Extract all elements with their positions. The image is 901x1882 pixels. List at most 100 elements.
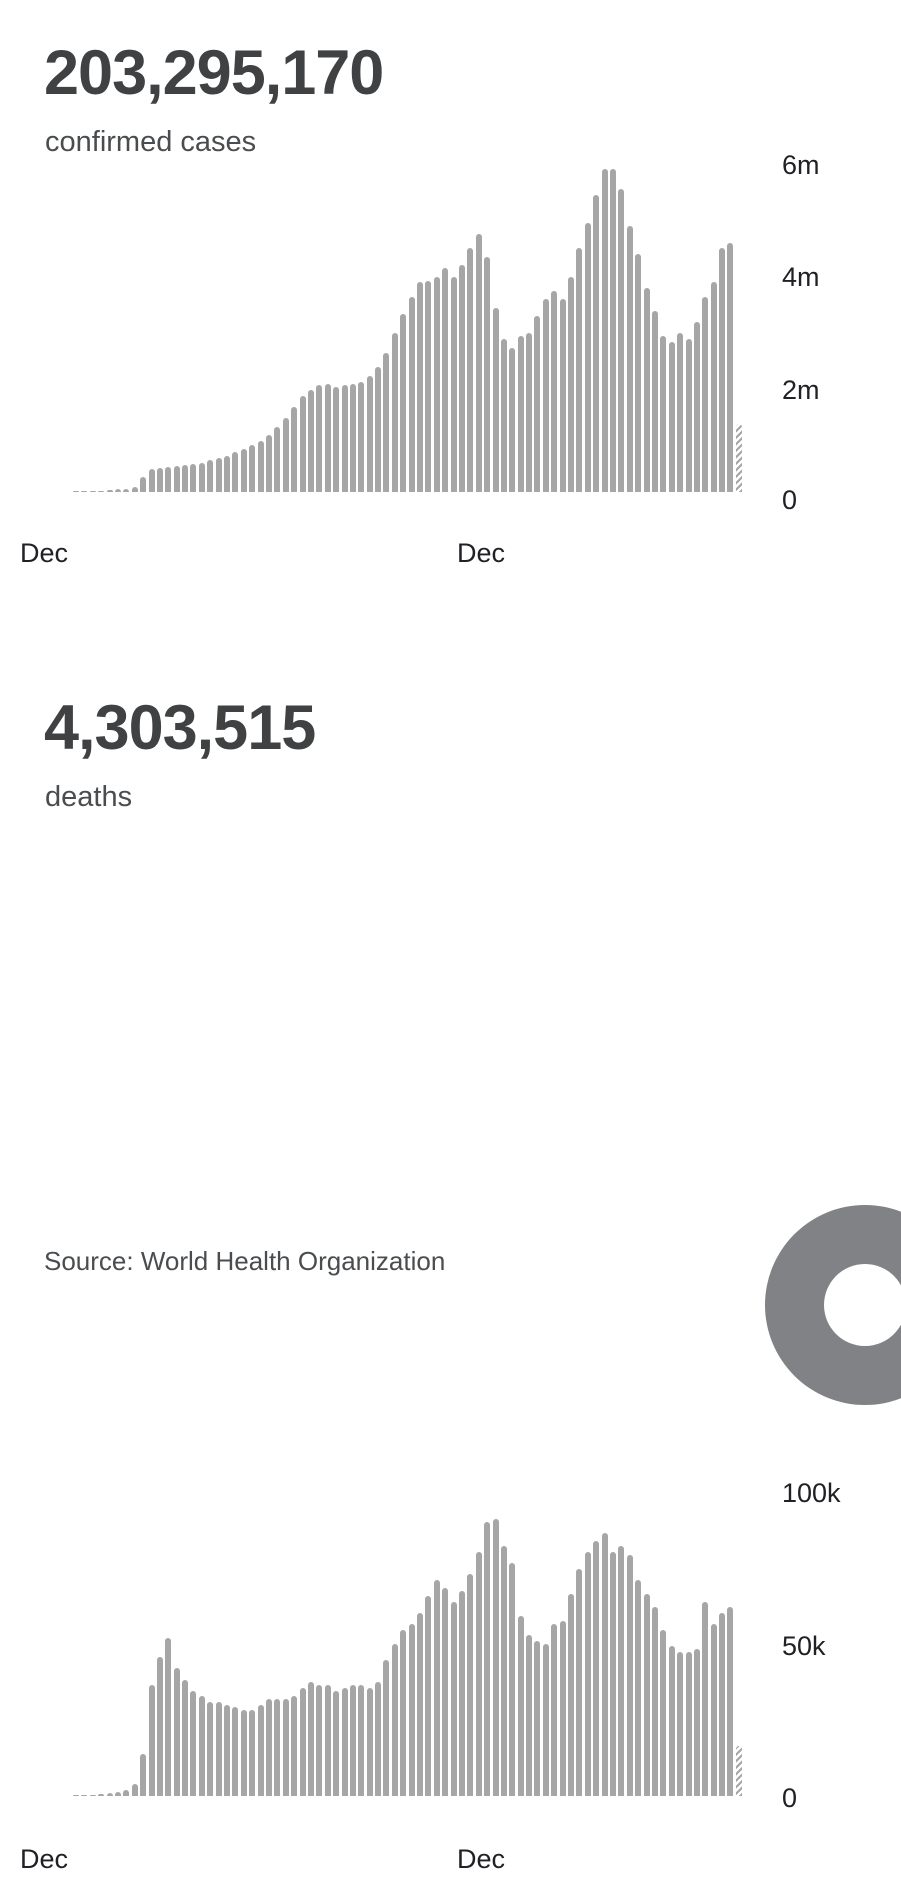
chart-bar [173,1668,180,1796]
chart-bar [316,1685,323,1796]
chart-bar [307,1682,314,1796]
chart-bar [492,1518,499,1796]
chart-bar [526,1635,533,1796]
chart-bar [408,296,415,492]
chart-bar [643,288,650,492]
chart-bar [467,248,474,492]
confirmed-cases-label: confirmed cases [45,126,257,158]
chart-bar [635,254,642,492]
chart-bar [140,1754,147,1796]
chart-bar [417,1613,424,1796]
chart-bar [265,1698,272,1796]
chart-bar [568,276,575,492]
chart-bar [224,455,231,492]
chart-bar [534,316,541,492]
chart-bar [559,299,566,492]
chart-bar [282,1698,289,1796]
chart-bar [551,290,558,492]
chart-bar [89,491,96,492]
x-tick-dec-right: Dec [457,538,506,568]
chart-bar [156,467,163,492]
source-attribution: Source: World Health Organization [44,1246,446,1276]
confirmed-cases-x-axis: Dec Dec [0,540,901,576]
chart-bar [735,1746,742,1796]
chart-bar [358,1685,365,1796]
chart-bar [391,333,398,492]
chart-bar [190,1690,197,1796]
chart-bar [349,384,356,492]
chart-bar [173,465,180,492]
chart-bar [73,1795,79,1796]
chart-bar [131,1784,138,1796]
chart-bar [610,1552,616,1796]
chart-bar [299,1687,306,1796]
progress-ring-hole [824,1264,901,1346]
chart-bar [442,268,449,492]
chart-bar [551,1624,558,1796]
chart-bar [526,333,533,492]
chart-bar [81,1795,88,1796]
chart-bar [660,1629,667,1796]
chart-bar [484,1521,491,1796]
chart-bar [685,339,692,492]
chart-bar [509,347,516,492]
chart-bar [450,276,457,492]
chart-bar [542,299,549,492]
chart-bar [182,1679,189,1796]
chart-bar [114,1791,121,1796]
chart-bar [710,282,717,492]
chart-bar [433,1579,440,1796]
chart-bar [148,1685,155,1796]
deaths-label: deaths [45,781,133,813]
chart-bar [106,1792,113,1796]
chart-bar [660,336,667,492]
chart-bar [702,296,709,492]
chart-bar [257,441,264,492]
chart-bar [249,1710,256,1796]
chart-bar [198,462,205,492]
chart-bar [114,489,121,492]
chart-bar [215,1701,222,1796]
chart-bar [383,353,390,492]
chart-bar [224,1704,231,1796]
chart-bar [484,256,491,492]
chart-bar [148,469,155,492]
chart-bar [391,1643,398,1796]
chart-bar [165,466,172,492]
chart-bar [458,265,465,492]
chart-bar [433,276,440,492]
chart-bar [215,458,222,492]
confirmed-cases-bars [73,152,743,492]
chart-bar [299,395,306,492]
chart-bar [316,385,323,492]
chart-bar [366,375,373,492]
chart-bar [333,1690,340,1796]
chart-bar [509,1563,516,1796]
chart-bar [702,1601,709,1796]
chart-bar [727,242,734,492]
y-axis-tick: 4m [782,262,820,292]
chart-bar [568,1593,575,1796]
chart-bar [140,477,147,492]
chart-bar [232,452,239,492]
chart-bar [593,1540,600,1796]
chart-bar [727,1607,734,1796]
chart-bar [165,1637,172,1796]
chart-bar [207,460,214,492]
chart-bar [442,1588,449,1796]
chart-bar [190,463,197,492]
chart-bar [576,248,583,492]
chart-bar [677,333,684,492]
confirmed-cases-chart [73,152,743,492]
chart-bar [735,424,742,492]
chart-bar [417,282,424,492]
chart-bar [207,1701,214,1796]
chart-bar [668,1646,675,1796]
chart-bar [182,464,189,492]
chart-bar [123,488,130,492]
chart-bar [719,1613,726,1796]
chart-bar [73,491,79,492]
chart-bar [324,384,331,492]
deaths-y-axis: 100k 50k 0 [782,1470,897,1820]
chart-bar [517,336,524,492]
